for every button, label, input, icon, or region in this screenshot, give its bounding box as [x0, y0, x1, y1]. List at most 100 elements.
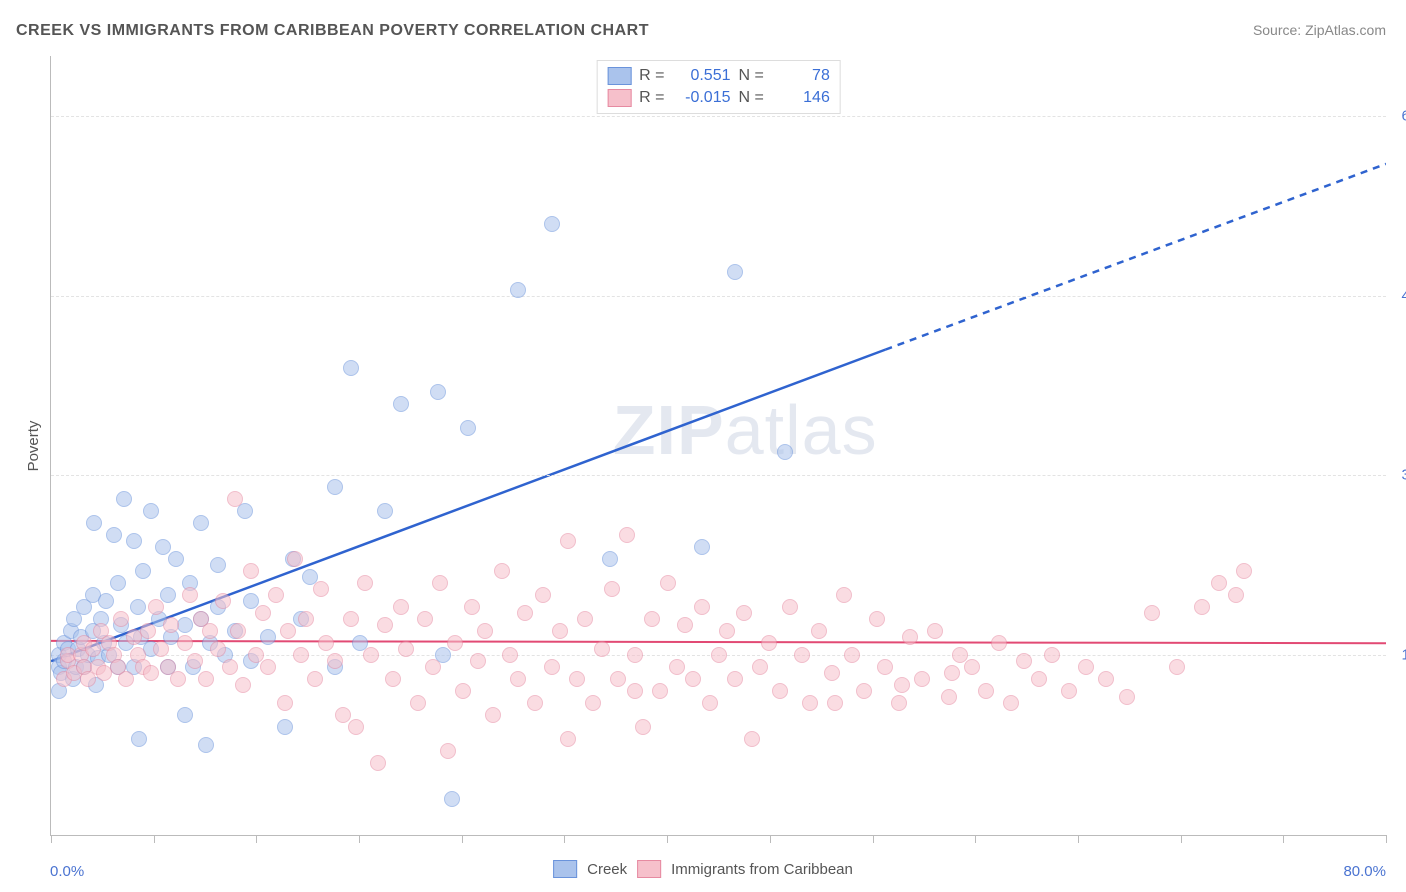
scatter-point — [177, 635, 193, 651]
scatter-point — [155, 539, 171, 555]
scatter-point — [544, 216, 560, 232]
scatter-point — [255, 605, 271, 621]
scatter-point — [440, 743, 456, 759]
y-tick-label: 60.0% — [1401, 107, 1406, 124]
scatter-point — [502, 647, 518, 663]
scatter-point — [398, 641, 414, 657]
scatter-point — [569, 671, 585, 687]
scatter-point — [425, 659, 441, 675]
scatter-point — [385, 671, 401, 687]
scatter-point — [727, 264, 743, 280]
scatter-point — [193, 515, 209, 531]
scatter-point — [116, 491, 132, 507]
scatter-point — [824, 665, 840, 681]
scatter-point — [327, 653, 343, 669]
scatter-point — [836, 587, 852, 603]
scatter-point — [177, 707, 193, 723]
scatter-point — [293, 647, 309, 663]
legend-top-row-1: R = 0.551 N = 78 — [607, 65, 830, 87]
scatter-point — [470, 653, 486, 669]
scatter-point — [494, 563, 510, 579]
scatter-point — [477, 623, 493, 639]
scatter-point — [777, 444, 793, 460]
scatter-point — [417, 611, 433, 627]
scatter-point — [660, 575, 676, 591]
scatter-point — [902, 629, 918, 645]
scatter-point — [1119, 689, 1135, 705]
scatter-point — [527, 695, 543, 711]
scatter-point — [348, 719, 364, 735]
scatter-point — [86, 515, 102, 531]
legend-label-2: Immigrants from Caribbean — [671, 861, 853, 878]
scatter-point — [277, 695, 293, 711]
scatter-point — [802, 695, 818, 711]
scatter-point — [827, 695, 843, 711]
y-tick-label: 15.0% — [1401, 647, 1406, 664]
scatter-point — [210, 557, 226, 573]
scatter-point — [357, 575, 373, 591]
scatter-point — [560, 731, 576, 747]
scatter-point — [894, 677, 910, 693]
gridline — [51, 296, 1386, 297]
scatter-point — [187, 653, 203, 669]
scatter-point — [110, 575, 126, 591]
scatter-point — [202, 623, 218, 639]
scatter-point — [260, 629, 276, 645]
legend-top-row-2: R = -0.015 N = 146 — [607, 87, 830, 109]
scatter-point — [752, 659, 768, 675]
legend-r-value-2: -0.015 — [673, 89, 731, 107]
scatter-point — [585, 695, 601, 711]
scatter-point — [485, 707, 501, 723]
scatter-point — [131, 731, 147, 747]
scatter-point — [444, 791, 460, 807]
scatter-point — [227, 491, 243, 507]
scatter-point — [268, 587, 284, 603]
scatter-point — [98, 593, 114, 609]
trend-lines — [51, 56, 1386, 835]
scatter-point — [1144, 605, 1160, 621]
scatter-point — [856, 683, 872, 699]
scatter-point — [794, 647, 810, 663]
x-tick — [1283, 835, 1284, 843]
y-tick-label: 30.0% — [1401, 467, 1406, 484]
x-max-label: 80.0% — [1343, 863, 1386, 880]
x-tick — [51, 835, 52, 843]
y-tick-label: 45.0% — [1401, 287, 1406, 304]
legend-r-label: R = — [639, 89, 664, 107]
scatter-point — [363, 647, 379, 663]
scatter-point — [602, 551, 618, 567]
scatter-point — [510, 671, 526, 687]
scatter-point — [869, 611, 885, 627]
x-tick — [256, 835, 257, 843]
x-tick — [359, 835, 360, 843]
scatter-point — [811, 623, 827, 639]
scatter-point — [313, 581, 329, 597]
scatter-point — [964, 659, 980, 675]
scatter-point — [544, 659, 560, 675]
scatter-point — [135, 563, 151, 579]
scatter-point — [1016, 653, 1032, 669]
scatter-point — [944, 665, 960, 681]
scatter-point — [761, 635, 777, 651]
scatter-point — [160, 587, 176, 603]
plot-area: ZIPatlas R = 0.551 N = 78 R = -0.015 N =… — [50, 56, 1386, 836]
scatter-point — [1078, 659, 1094, 675]
scatter-point — [604, 581, 620, 597]
scatter-point — [118, 671, 134, 687]
scatter-point — [1061, 683, 1077, 699]
x-tick — [770, 835, 771, 843]
scatter-point — [460, 420, 476, 436]
scatter-point — [287, 551, 303, 567]
scatter-point — [432, 575, 448, 591]
scatter-point — [153, 641, 169, 657]
scatter-point — [148, 599, 164, 615]
scatter-point — [198, 671, 214, 687]
scatter-point — [1003, 695, 1019, 711]
chart-title: CREEK VS IMMIGRANTS FROM CARIBBEAN POVER… — [16, 22, 649, 40]
y-axis-label: Poverty — [25, 421, 42, 472]
scatter-point — [455, 683, 471, 699]
scatter-point — [222, 659, 238, 675]
scatter-point — [260, 659, 276, 675]
x-tick — [873, 835, 874, 843]
scatter-point — [280, 623, 296, 639]
